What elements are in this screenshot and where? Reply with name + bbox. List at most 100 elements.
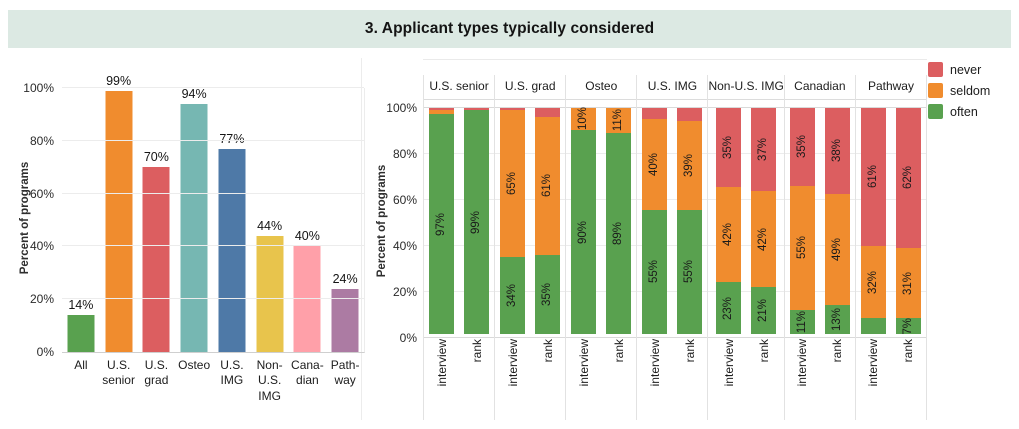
gridline [423, 199, 927, 200]
x-tick-label: Cana- dian [291, 358, 324, 388]
group-x-labels: interview rank [566, 334, 636, 420]
x-tick-label: interview [647, 339, 662, 387]
segment-value-label: 32% [866, 270, 879, 294]
x-label-cell: rank [464, 339, 489, 420]
y-tick-label: 60% [392, 193, 417, 207]
bar-segment-seldom: 40% [642, 118, 668, 210]
x-tick-label: interview [866, 339, 881, 387]
bar [67, 315, 95, 352]
bar-segment-never [535, 107, 561, 117]
segment-value-label: 38% [830, 139, 843, 163]
legend-item: never [928, 62, 990, 77]
bar-slot: 94% [175, 87, 213, 352]
bar-segment-seldom: 32% [860, 245, 886, 319]
segment-value-label: 13% [830, 307, 843, 331]
y-tick-label: 20% [392, 285, 417, 299]
bar-segment-seldom: 10% [571, 107, 597, 130]
bar-segment-seldom: 49% [824, 193, 850, 305]
bar-slot: 70% [138, 88, 176, 352]
bar-segment-often: 23% [716, 282, 742, 335]
header-top-rule [423, 59, 927, 60]
segment-value-label: 11% [612, 109, 625, 132]
legend-label: never [950, 62, 982, 77]
group-header: U.S. senior [424, 75, 495, 100]
x-axis-labels: All U.S. senior U.S. grad Osteo U.S. IMG Non-… [62, 358, 364, 404]
bar-segment-often: 21% [751, 286, 777, 335]
segment-value-label: 35% [540, 283, 553, 307]
x-tick-label: interview [576, 339, 591, 387]
stacked-bar: 90% 10% [571, 107, 597, 335]
value-label: 99% [106, 73, 132, 88]
bar-segment-often: 55% [677, 209, 703, 335]
segment-value-label: 40% [648, 152, 661, 176]
x-label-cell: interview [571, 339, 596, 420]
x-label-cell: rank [606, 339, 631, 420]
group-header: Osteo [566, 75, 637, 100]
bar-segment-never [464, 107, 490, 110]
bar-segment-often: 99% [464, 109, 490, 335]
x-tick-label: rank [756, 339, 771, 363]
x-label-cell: rank [535, 339, 560, 420]
bar-slot: 14% [62, 88, 100, 352]
bar-segment-seldom: 65% [500, 109, 526, 258]
x-tick-label: U.S. IMG [220, 358, 244, 388]
x-label-cell: rank [751, 339, 776, 420]
x-tick-label: All [74, 358, 88, 372]
bar-segment-never [642, 107, 668, 119]
x-label-cell: interview [861, 339, 886, 420]
bar [105, 90, 133, 352]
segment-value-label: 65% [505, 172, 518, 196]
segment-value-label: 34% [505, 284, 518, 308]
group-x-labels: interview rank [424, 334, 494, 420]
bar-segment-often: 7% [895, 317, 921, 335]
value-label: 24% [332, 271, 358, 286]
stacked-bar-chart: Percent of programs 0% 20% 40% 60% 80% 100% U… [372, 55, 1018, 429]
segment-value-label: 42% [721, 223, 734, 247]
value-label: 14% [68, 298, 94, 313]
group-bars: 34% 65% 35% 61% [495, 107, 565, 335]
x-tick-label: rank [682, 339, 697, 363]
segment-value-label: 99% [469, 210, 482, 234]
stacked-bar: 23% 42% 35% [716, 107, 742, 335]
segment-value-label: 23% [721, 296, 734, 320]
bar-segment-seldom [429, 109, 455, 115]
legend-item: seldom [928, 83, 990, 98]
y-tick-label: 100% [386, 101, 417, 115]
stacked-bar: 13% 49% 38% [824, 107, 850, 335]
legend-label: seldom [950, 83, 991, 98]
segment-value-label: 7% [901, 317, 914, 335]
bar-slot: 44% [251, 88, 289, 352]
applicant-group: U.S. IMG 55% 40% 55% 39% interview rank [636, 75, 708, 420]
panel-divider [361, 58, 362, 420]
bar-segment-often [860, 318, 886, 335]
bar-slot: 99% [100, 74, 138, 352]
applicant-group: Pathway 32% 61% 7% 31% 62% interview rank [854, 75, 928, 420]
segment-value-label: 55% [648, 260, 661, 284]
segment-value-label: 37% [756, 138, 769, 162]
group-bars: 90% 10% 89% 11% [566, 107, 636, 335]
segment-value-label: 35% [721, 135, 734, 159]
bar-segment-often: 89% [606, 132, 632, 335]
x-tick-label: Osteo [178, 358, 211, 372]
segment-value-label: 31% [901, 271, 914, 295]
value-label: 77% [219, 131, 245, 146]
stacked-bar: 7% 31% 62% [895, 107, 921, 335]
x-tick-label: rank [830, 339, 845, 363]
y-tick-label: 60% [29, 186, 54, 201]
y-axis-ticks: 0% 20% 40% 60% 80% 100% [372, 101, 417, 345]
bar-slot: 24% [326, 88, 364, 352]
bar-segment-never: 38% [824, 107, 850, 194]
bar-segment-never [677, 107, 703, 122]
applicant-group: U.S. senior 97% 99% interview rank [423, 75, 495, 420]
applicant-group: Osteo 90% 10% 89% 11% interview rank [565, 75, 637, 420]
bar-segment-seldom: 11% [606, 107, 632, 133]
bar-segment-often: 35% [535, 254, 561, 335]
x-tick-label: rank [540, 339, 555, 363]
x-tick-label: rank [469, 339, 484, 363]
stacked-bar: 89% 11% [606, 107, 632, 335]
gridline [423, 107, 927, 108]
bar-segment-often: 55% [642, 209, 668, 335]
group-header: Pathway [855, 75, 927, 100]
segment-value-label: 21% [756, 298, 769, 322]
group-bars: 55% 40% 55% 39% [637, 107, 707, 335]
